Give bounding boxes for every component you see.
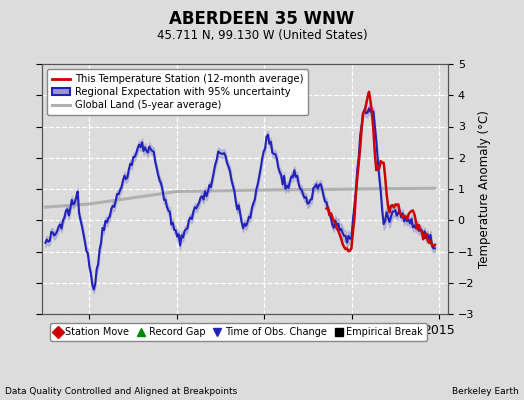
Text: Data Quality Controlled and Aligned at Breakpoints: Data Quality Controlled and Aligned at B… xyxy=(5,387,237,396)
Legend: Station Move, Record Gap, Time of Obs. Change, Empirical Break: Station Move, Record Gap, Time of Obs. C… xyxy=(50,323,427,341)
Text: 45.711 N, 99.130 W (United States): 45.711 N, 99.130 W (United States) xyxy=(157,29,367,42)
Text: Berkeley Earth: Berkeley Earth xyxy=(452,387,519,396)
Legend: This Temperature Station (12-month average), Regional Expectation with 95% uncer: This Temperature Station (12-month avera… xyxy=(47,69,309,115)
Y-axis label: Temperature Anomaly (°C): Temperature Anomaly (°C) xyxy=(478,110,492,268)
Text: ABERDEEN 35 WNW: ABERDEEN 35 WNW xyxy=(169,10,355,28)
